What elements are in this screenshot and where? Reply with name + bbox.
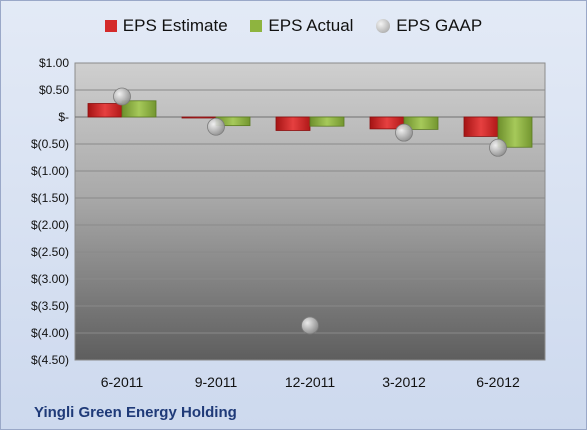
eps-actual-bar (309, 116, 345, 127)
x-tick-label: 6-2011 (101, 374, 144, 390)
legend-item-eps-estimate: EPS Estimate (104, 16, 228, 36)
legend-item-eps-gaap: EPS GAAP (376, 16, 482, 36)
legend-swatch-eps-gaap (376, 19, 391, 33)
eps-gaap-marker (395, 123, 413, 142)
y-tick-label: $(0.50) (31, 137, 69, 151)
eps-estimate-bar (275, 116, 311, 131)
y-tick-label: $(2.50) (31, 245, 69, 259)
y-tick-label: $(3.00) (31, 272, 69, 286)
y-tick-label: $- (58, 110, 69, 124)
eps-estimate-bar (181, 116, 217, 119)
company-name: Yingli Green Energy Holding (34, 404, 237, 421)
eps-actual-bar (121, 100, 157, 118)
eps-gaap-marker (207, 117, 225, 136)
y-tick-label: $1.00 (39, 56, 69, 70)
y-tick-label: $0.50 (39, 83, 69, 97)
x-tick-label: 12-2011 (285, 374, 336, 390)
x-tick-label: 9-2011 (195, 374, 238, 390)
legend-swatch-eps-estimate (104, 20, 117, 32)
x-tick-label: 3-2012 (382, 374, 426, 390)
legend-item-eps-actual: EPS Actual (250, 16, 353, 36)
y-tick-label: $(1.00) (31, 164, 69, 178)
legend-label-eps-gaap: EPS GAAP (396, 16, 483, 35)
y-tick-label: $(2.00) (31, 218, 69, 232)
legend: EPS Estimate EPS Actual EPS GAAP (1, 16, 586, 36)
eps-gaap-marker (113, 87, 131, 106)
legend-swatch-eps-actual (250, 20, 263, 32)
x-tick-label: 6-2012 (476, 374, 520, 390)
eps-actual-bar (403, 116, 439, 130)
legend-label-eps-actual: EPS Actual (268, 16, 354, 35)
eps-estimate-bar (87, 103, 123, 118)
y-tick-label: $(1.50) (31, 191, 69, 205)
eps-gaap-marker (301, 316, 319, 335)
eps-gaap-marker (489, 138, 507, 157)
legend-label-eps-estimate: EPS Estimate (122, 16, 228, 35)
y-tick-label: $(3.50) (31, 299, 69, 313)
y-tick-label: $(4.00) (31, 326, 69, 340)
y-tick-label: $(4.50) (31, 353, 69, 367)
eps-estimate-bar (463, 116, 499, 137)
